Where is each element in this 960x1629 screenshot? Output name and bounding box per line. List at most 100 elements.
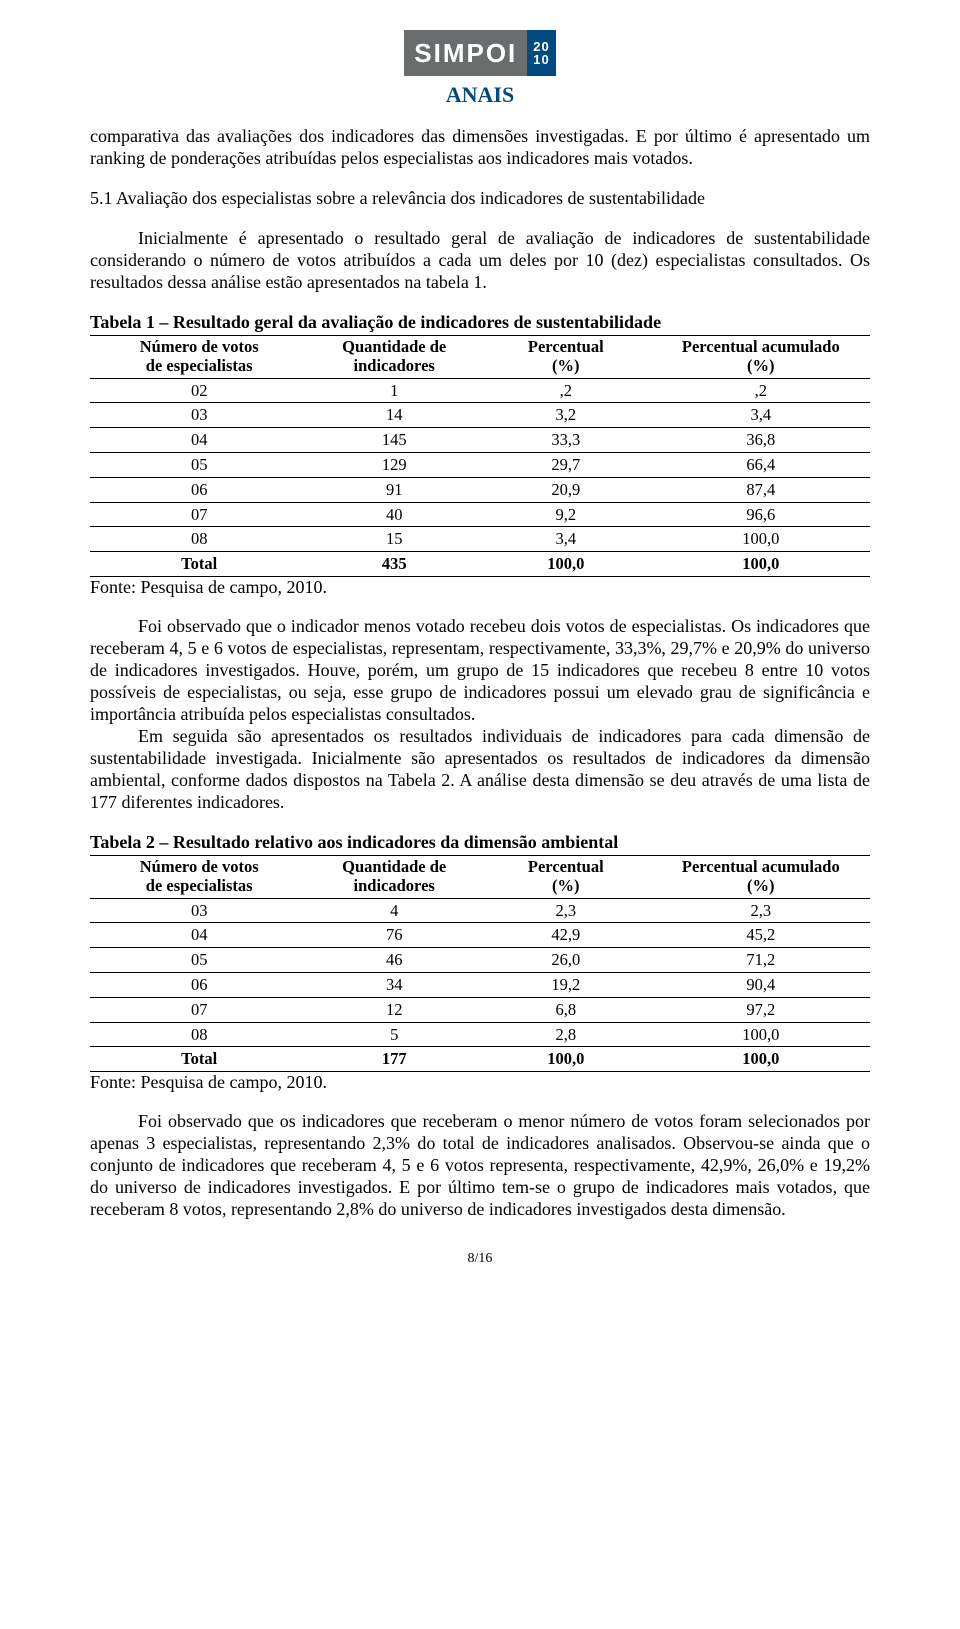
table2-cell: 4 [308, 898, 480, 923]
table2-row: 047642,945,2 [90, 923, 870, 948]
table2-total-cell: 177 [308, 1047, 480, 1072]
table2-row: 054626,071,2 [90, 948, 870, 973]
table2-row: 07126,897,2 [90, 997, 870, 1022]
logo-year-bot: 10 [533, 53, 549, 66]
after-t1-paragraph-a: Foi observado que o indicador menos vota… [90, 616, 870, 726]
table1-cell: 07 [90, 502, 308, 527]
after-t1-paragraph-b: Em seguida são apresentados os resultado… [90, 726, 870, 814]
table1-cell: 40 [308, 502, 480, 527]
table2-header-cell: Quantidade deindicadores [308, 855, 480, 898]
table1-row: 069120,987,4 [90, 477, 870, 502]
table1-total-cell: 100,0 [652, 552, 870, 577]
table1-row: 0414533,336,8 [90, 428, 870, 453]
table1-total-row: Total435100,0100,0 [90, 552, 870, 577]
table2-cell: 71,2 [652, 948, 870, 973]
table2-total-cell: Total [90, 1047, 308, 1072]
table1-row: 021,2,2 [90, 378, 870, 403]
table1-source: Fonte: Pesquisa de campo, 2010. [90, 577, 870, 598]
table2-cell: 34 [308, 972, 480, 997]
table1-total-cell: 100,0 [480, 552, 652, 577]
header-logo-wrap: SIMPOI 20 10 [90, 30, 870, 76]
table1-cell: 20,9 [480, 477, 652, 502]
table1-cell: ,2 [652, 378, 870, 403]
table2-total-cell: 100,0 [480, 1047, 652, 1072]
table1-cell: 9,2 [480, 502, 652, 527]
table1-cell: 14 [308, 403, 480, 428]
intro-paragraph: comparativa das avaliações dos indicador… [90, 126, 870, 170]
logo-year: 20 10 [527, 30, 555, 76]
table2-cell: 76 [308, 923, 480, 948]
page-number: 8/16 [90, 1251, 870, 1267]
table1-header-cell: Percentual acumulado(%) [652, 335, 870, 378]
table2-row: 0852,8100,0 [90, 1022, 870, 1047]
table1-cell: 100,0 [652, 527, 870, 552]
table1-head: Número de votosde especialistasQuantidad… [90, 335, 870, 378]
table2-header-cell: Percentual(%) [480, 855, 652, 898]
table2-cell: 100,0 [652, 1022, 870, 1047]
table2-total-row: Total177100,0100,0 [90, 1047, 870, 1072]
table2-cell: 07 [90, 997, 308, 1022]
table2-cell: 06 [90, 972, 308, 997]
table2-cell: 42,9 [480, 923, 652, 948]
simpoi-logo: SIMPOI 20 10 [404, 30, 555, 76]
table1-total-cell: 435 [308, 552, 480, 577]
table1-cell: 04 [90, 428, 308, 453]
table1-header-cell: Percentual(%) [480, 335, 652, 378]
table1-cell: 03 [90, 403, 308, 428]
table2-row: 0342,32,3 [90, 898, 870, 923]
table1-cell: 08 [90, 527, 308, 552]
table1-header-cell: Quantidade deindicadores [308, 335, 480, 378]
logo-brand: SIMPOI [404, 30, 527, 76]
table1-total-cell: Total [90, 552, 308, 577]
table1-cell: 29,7 [480, 453, 652, 478]
table1-cell: ,2 [480, 378, 652, 403]
table1-row: 07409,296,6 [90, 502, 870, 527]
table2-title: Tabela 2 – Resultado relativo aos indica… [90, 832, 870, 853]
after-heading-paragraph: Inicialmente é apresentado o resultado g… [90, 228, 870, 294]
table2-body: 0342,32,3047642,945,2054626,071,2063419,… [90, 898, 870, 1072]
table2-cell: 90,4 [652, 972, 870, 997]
table2-cell: 03 [90, 898, 308, 923]
table1-cell: 36,8 [652, 428, 870, 453]
table1-cell: 02 [90, 378, 308, 403]
table2-head: Número de votosde especialistasQuantidad… [90, 855, 870, 898]
logo-box: SIMPOI 20 10 [404, 30, 555, 76]
table2-cell: 2,3 [480, 898, 652, 923]
table1-cell: 145 [308, 428, 480, 453]
table1-cell: 3,2 [480, 403, 652, 428]
table2-cell: 2,3 [652, 898, 870, 923]
table1-cell: 33,3 [480, 428, 652, 453]
table1-cell: 96,6 [652, 502, 870, 527]
table2-cell: 08 [90, 1022, 308, 1047]
table2-total-cell: 100,0 [652, 1047, 870, 1072]
table2-header-cell: Percentual acumulado(%) [652, 855, 870, 898]
table1: Número de votosde especialistasQuantidad… [90, 335, 870, 577]
table2-cell: 45,2 [652, 923, 870, 948]
table1-row: 08153,4100,0 [90, 527, 870, 552]
table1-row: 03143,23,4 [90, 403, 870, 428]
table2-header-cell: Número de votosde especialistas [90, 855, 308, 898]
table1-cell: 05 [90, 453, 308, 478]
table1-cell: 15 [308, 527, 480, 552]
table2-cell: 26,0 [480, 948, 652, 973]
anais-label: ANAIS [90, 82, 870, 108]
table1-cell: 66,4 [652, 453, 870, 478]
table1-cell: 06 [90, 477, 308, 502]
table1-cell: 87,4 [652, 477, 870, 502]
table2: Número de votosde especialistasQuantidad… [90, 855, 870, 1073]
table1-row: 0512929,766,4 [90, 453, 870, 478]
table1-header-cell: Número de votosde especialistas [90, 335, 308, 378]
table2-cell: 97,2 [652, 997, 870, 1022]
table1-cell: 91 [308, 477, 480, 502]
table2-cell: 2,8 [480, 1022, 652, 1047]
table1-body: 021,2,203143,23,40414533,336,80512929,76… [90, 378, 870, 576]
after-t2-paragraph: Foi observado que os indicadores que rec… [90, 1111, 870, 1221]
table2-source: Fonte: Pesquisa de campo, 2010. [90, 1072, 870, 1093]
table1-cell: 3,4 [480, 527, 652, 552]
table1-title: Tabela 1 – Resultado geral da avaliação … [90, 312, 870, 333]
table2-cell: 12 [308, 997, 480, 1022]
table2-cell: 6,8 [480, 997, 652, 1022]
table1-cell: 1 [308, 378, 480, 403]
section-heading: 5.1 Avaliação dos especialistas sobre a … [90, 188, 870, 210]
table1-cell: 129 [308, 453, 480, 478]
